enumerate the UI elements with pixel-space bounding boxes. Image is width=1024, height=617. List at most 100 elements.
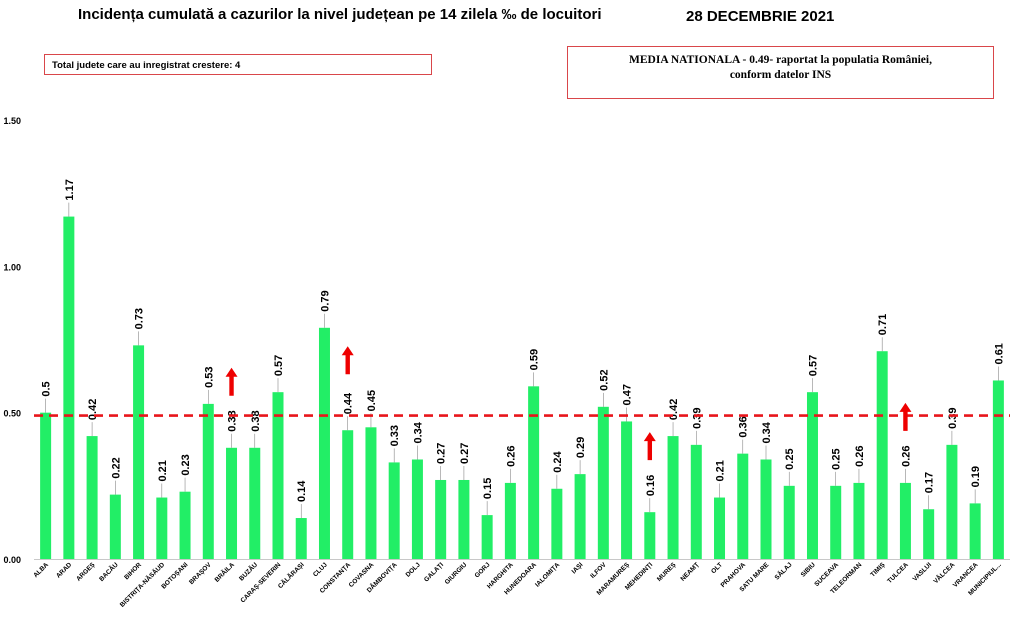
value-label: 0.21 (157, 460, 169, 481)
category-label: GALAȚI (423, 561, 445, 583)
value-label: 0.22 (110, 457, 122, 478)
category-label: TIMIȘ (869, 561, 887, 579)
value-label: 0.59 (529, 349, 541, 370)
value-label: 0.27 (436, 443, 448, 464)
national-average-box: MEDIA NATIONALA - 0.49- raportat la popu… (567, 46, 994, 99)
bar (597, 406, 609, 559)
value-label: 1.17 (64, 179, 76, 200)
bar (899, 482, 911, 559)
bar (876, 351, 888, 559)
category-label: ARAD (55, 561, 73, 579)
value-label: 0.14 (296, 480, 308, 502)
bar (179, 491, 191, 559)
bar (342, 430, 354, 559)
value-label: 0.57 (273, 355, 285, 376)
bar (388, 462, 400, 559)
bar (806, 392, 818, 559)
chart-date: 28 DECEMBRIE 2021 (686, 8, 835, 25)
bar (109, 494, 121, 559)
increase-arrow-icon (341, 346, 354, 375)
value-label: 0.79 (319, 290, 331, 311)
bar (737, 453, 749, 559)
value-label: 0.44 (343, 392, 355, 414)
y-tick-label: 1.00 (3, 262, 21, 272)
value-label: 0.57 (807, 355, 819, 376)
increase-arrow-icon (225, 367, 238, 396)
bar (946, 444, 958, 559)
bar (667, 436, 679, 559)
category-label: BRĂILA (212, 560, 236, 584)
category-label: ALBA (32, 561, 50, 579)
value-label: 0.5 (41, 381, 53, 396)
bar (458, 479, 470, 559)
value-label: 0.29 (575, 437, 587, 458)
bar (504, 482, 516, 559)
bar (481, 515, 493, 559)
national-average-line1: MEDIA NATIONALA - 0.49- raportat la popu… (629, 54, 932, 66)
bar (528, 386, 540, 559)
bar (318, 327, 330, 559)
category-label: DOLJ (405, 561, 422, 578)
value-label: 0.27 (459, 443, 471, 464)
bar (226, 447, 238, 559)
bar (202, 403, 214, 559)
category-label: MUREȘ (656, 561, 678, 583)
category-label: BIHOR (123, 561, 143, 581)
value-label: 0.34 (412, 421, 424, 443)
bar (365, 427, 377, 559)
category-label: BUZĂU (237, 560, 260, 583)
y-tick-label: 1.50 (3, 116, 21, 126)
value-label: 0.73 (134, 308, 146, 329)
bar (969, 503, 981, 559)
bar (40, 412, 52, 559)
bar (551, 488, 563, 559)
value-label: 0.16 (645, 475, 657, 496)
increase-arrow-icon (643, 432, 656, 461)
bar (644, 512, 656, 559)
value-label: 0.26 (900, 445, 912, 466)
chart-title: Incidența cumulată a cazurilor la nivel … (78, 6, 602, 23)
bar (435, 479, 447, 559)
value-label: 0.38 (227, 410, 239, 431)
bar (411, 459, 423, 559)
bar (690, 444, 702, 559)
category-label: GORJ (474, 561, 492, 579)
category-label: SIBIU (800, 561, 817, 578)
increase-arrow-icon (899, 402, 912, 431)
bar (574, 474, 586, 559)
bar (156, 497, 168, 559)
value-label: 0.34 (761, 421, 773, 443)
value-label: 0.39 (691, 407, 703, 428)
bar (133, 345, 145, 559)
category-label: SĂLAJ (772, 560, 794, 582)
category-label: IAȘI (571, 561, 585, 575)
value-label: 0.39 (947, 407, 959, 428)
value-label: 0.45 (366, 390, 378, 411)
increase-count-box: Total judete care au inregistrat crester… (44, 54, 432, 75)
category-label: CLUJ (312, 561, 329, 578)
value-label: 0.25 (784, 448, 796, 469)
bar (86, 436, 98, 559)
national-average-line2: conform datelor INS (729, 69, 832, 81)
bar (249, 447, 261, 559)
y-tick-label: 0.00 (3, 555, 21, 565)
category-label: IALOMIȚA (534, 561, 561, 588)
category-label: TULCEA (886, 561, 910, 585)
increase-count-text: Total judete care au inregistrat crester… (52, 60, 241, 71)
bar (760, 459, 772, 559)
bar (714, 497, 726, 559)
value-label: 0.47 (622, 384, 634, 405)
value-label: 0.25 (831, 448, 843, 469)
category-label: GIURGIU (444, 561, 469, 586)
value-label: 0.17 (924, 472, 936, 493)
category-label: ARGEȘ (75, 561, 97, 583)
y-tick-label: 0.50 (3, 409, 21, 419)
value-label: 0.36 (738, 416, 750, 437)
bar (992, 380, 1004, 559)
value-label: 0.21 (715, 460, 727, 481)
bar (295, 518, 307, 559)
category-label: ILFOV (589, 561, 608, 580)
bar (63, 216, 75, 559)
value-label: 0.26 (505, 445, 517, 466)
